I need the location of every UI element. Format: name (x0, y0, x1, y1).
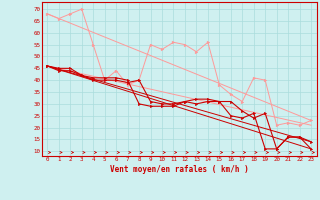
X-axis label: Vent moyen/en rafales ( km/h ): Vent moyen/en rafales ( km/h ) (110, 165, 249, 174)
